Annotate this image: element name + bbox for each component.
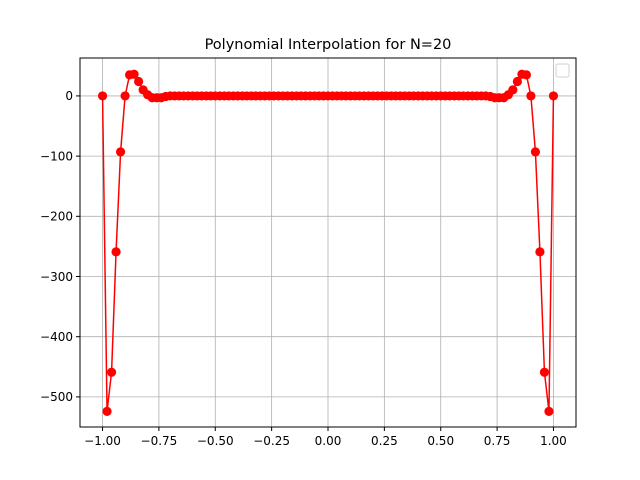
data-point: [102, 406, 112, 416]
x-tick-label: 0.25: [371, 434, 398, 448]
data-point: [548, 91, 559, 101]
x-tick-label: −0.25: [253, 434, 290, 448]
data-point: [129, 69, 139, 79]
data-point: [508, 85, 518, 95]
grid-lines: [80, 58, 576, 427]
y-tick-label: −500: [40, 390, 73, 404]
data-point: [530, 147, 541, 157]
data-point: [539, 367, 550, 377]
y-axis: 0 −100 −200 −300 −400 −500: [40, 89, 80, 404]
data-point: [115, 147, 126, 157]
x-axis: −1.00 −0.75 −0.50 −0.25 0.00 0.25 0.50 0.75 1.00: [84, 427, 567, 448]
data-point: [111, 247, 121, 257]
y-tick-label: −400: [40, 330, 73, 344]
y-tick-label: 0: [65, 89, 73, 103]
legend-box: [555, 63, 570, 78]
data-point: [97, 91, 108, 101]
y-tick-label: −300: [40, 270, 73, 284]
chart-title: Polynomial Interpolation for N=20: [205, 37, 452, 53]
data-point: [535, 247, 545, 257]
x-tick-label: 1.00: [540, 434, 567, 448]
x-tick-label: −1.00: [84, 434, 121, 448]
data-point: [544, 406, 554, 416]
data-point: [526, 91, 536, 101]
data-point: [512, 76, 522, 87]
x-tick-label: −0.75: [141, 434, 178, 448]
data-point: [106, 367, 117, 377]
x-tick-label: 0.75: [484, 434, 511, 448]
x-tick-label: −0.50: [197, 434, 234, 448]
y-tick-label: −100: [40, 149, 73, 163]
data-point: [120, 91, 130, 101]
x-tick-label: 0.50: [427, 434, 454, 448]
x-tick-label: 0.00: [315, 434, 342, 448]
data-point: [521, 70, 532, 80]
y-tick-label: −200: [40, 210, 73, 224]
series-layer: [97, 69, 559, 416]
data-point: [134, 76, 144, 87]
